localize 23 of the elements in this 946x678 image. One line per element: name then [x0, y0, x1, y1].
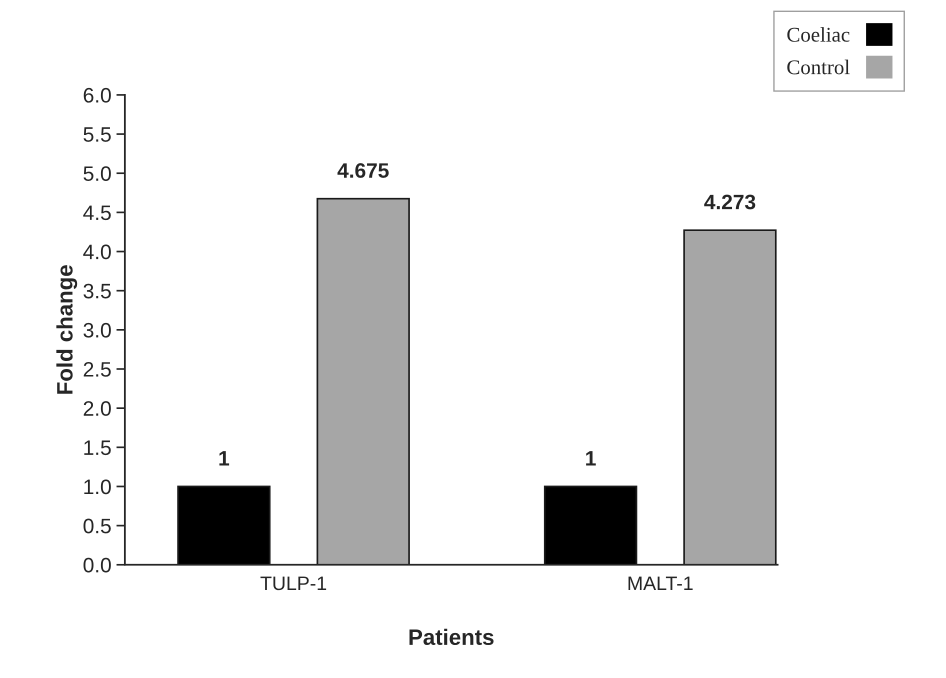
y-tick-label: 4.5 [83, 206, 111, 220]
y-tick-label: 1.0 [84, 479, 111, 494]
data-label: 4.273 [704, 194, 756, 210]
y-tick-label: 2.0 [84, 401, 111, 416]
y-tick-label: 6.0 [84, 88, 111, 103]
y-tick-label: 0.5 [84, 518, 111, 534]
legend-label: Control [787, 60, 850, 74]
data-label: 1 [219, 451, 230, 466]
legend-label: Coeliac [787, 27, 850, 42]
y-tick-label: 5.0 [84, 166, 111, 181]
y-tick-label: 5.5 [84, 127, 111, 142]
y-tick-label: 3.5 [84, 284, 111, 298]
y-tick-label: 1.5 [84, 440, 111, 456]
y-axis-title: Fold change [56, 265, 78, 394]
y-tick-label: 0.0 [84, 558, 111, 573]
data-label: 4.675 [337, 163, 389, 178]
y-tick-label: 3.0 [84, 322, 111, 338]
x-axis-title: Patients [410, 628, 494, 646]
y-tick-label: 2.5 [84, 362, 111, 377]
x-tick-label: TULP-1 [260, 576, 326, 590]
y-tick-label: 4.0 [83, 244, 111, 260]
x-tick-label: MALT-1 [628, 576, 693, 590]
data-label: 1 [586, 451, 596, 466]
